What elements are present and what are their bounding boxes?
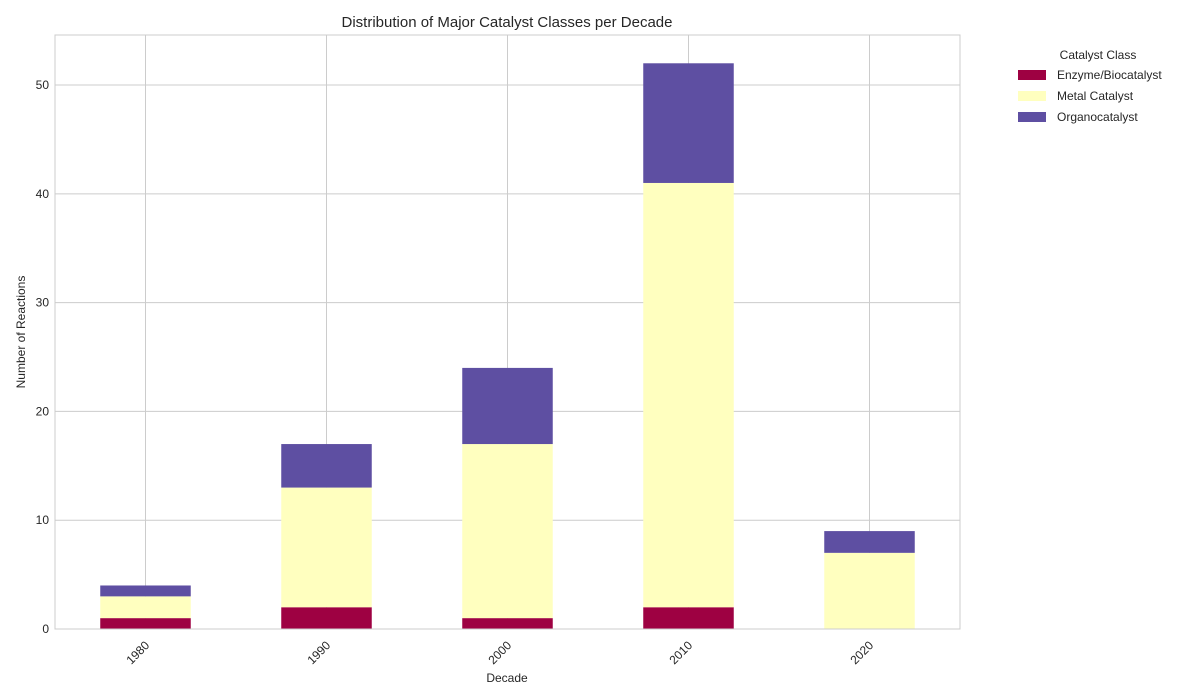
bar-segment — [643, 182, 734, 608]
bars-layer — [100, 63, 915, 629]
y-tick-label: 20 — [36, 404, 50, 418]
bar-segment — [462, 618, 553, 629]
y-tick-label: 30 — [36, 296, 50, 310]
bar-segment — [824, 552, 915, 629]
legend-swatch — [1018, 91, 1046, 101]
x-tick-label: 2000 — [485, 638, 514, 667]
y-tick-label: 40 — [36, 187, 50, 201]
bar-segment — [281, 444, 372, 488]
legend-entry-label: Enzyme/Biocatalyst — [1057, 68, 1162, 82]
x-tick-label: 2010 — [666, 638, 695, 667]
plot-frame — [54, 34, 961, 630]
bar-segment — [100, 618, 191, 629]
bar-segment — [100, 585, 191, 597]
y-tick-label: 0 — [42, 622, 49, 636]
bar-segment — [100, 596, 191, 619]
legend: Catalyst Class Enzyme/Biocatalyst Metal C… — [1018, 48, 1162, 124]
x-tick-label: 2020 — [847, 638, 876, 667]
legend-entry-label: Organocatalyst — [1057, 110, 1138, 124]
legend-entry-label: Metal Catalyst — [1057, 89, 1134, 103]
y-axis-label: Number of Reactions — [14, 276, 28, 389]
bar-segment — [281, 607, 372, 629]
legend-items: Enzyme/Biocatalyst Metal Catalyst Organoca… — [1018, 68, 1162, 124]
bar-segment — [643, 607, 734, 629]
bar-segment — [281, 487, 372, 608]
y-axis-ticks: 0 10 20 30 40 50 — [36, 78, 50, 636]
legend-swatch — [1018, 70, 1046, 80]
y-tick-label: 10 — [36, 513, 50, 527]
legend-swatch — [1018, 112, 1046, 122]
y-tick-label: 50 — [36, 78, 50, 92]
bar-segment — [462, 444, 553, 619]
bar-segment — [643, 63, 734, 183]
bar-segment — [462, 367, 553, 445]
legend-title: Catalyst Class — [1060, 48, 1137, 62]
x-tick-label: 1990 — [304, 638, 333, 667]
x-tick-label: 1980 — [123, 638, 152, 667]
x-axis-ticks: 1980 1990 2000 2010 2020 — [123, 638, 876, 667]
x-axis-label: Decade — [486, 671, 528, 685]
chart-title: Distribution of Major Catalyst Classes p… — [342, 14, 673, 31]
bar-segment — [824, 531, 915, 553]
